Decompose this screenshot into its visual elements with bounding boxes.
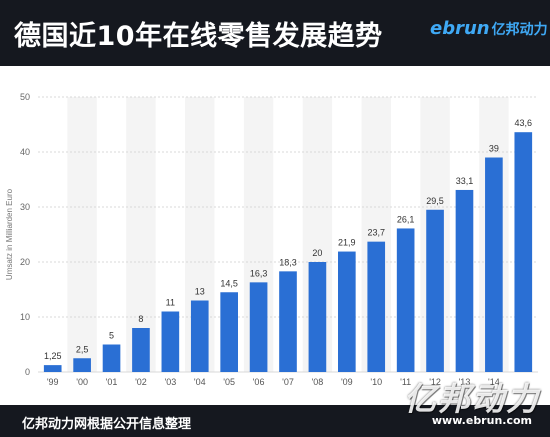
x-tick-label: '02: [135, 377, 147, 387]
y-axis-label: Umsatz in Milliarden Euro: [5, 188, 14, 280]
x-tick-label: '05: [223, 377, 235, 387]
x-tick-label: '09: [341, 377, 353, 387]
bar: [455, 189, 474, 372]
footer-source-note: 亿邦动力网根据公开信息整理: [22, 417, 192, 432]
footer-url: www.ebrun.com: [431, 414, 532, 427]
brand-name-en: ebrun: [430, 18, 490, 39]
bar-value-label: 20: [312, 248, 322, 258]
bar-value-label: 11: [166, 298, 175, 308]
bar: [308, 262, 327, 372]
bar-value-label: 5: [109, 331, 114, 341]
bar-value-label: 21,9: [338, 238, 356, 248]
bar-value-label: 43,6: [515, 118, 533, 128]
bar-value-label: 23,7: [367, 228, 385, 238]
bar-value-label: 26,1: [397, 214, 415, 224]
x-tick-label: '04: [194, 377, 206, 387]
bar-value-label: 14,5: [220, 278, 238, 288]
x-tick-label: '01: [106, 377, 118, 387]
x-tick-label: '08: [312, 377, 324, 387]
x-tick-label: '99: [47, 377, 59, 387]
y-tick-label: 30: [20, 202, 30, 212]
x-tick-label: '06: [253, 377, 265, 387]
bar-value-label: 29,5: [426, 196, 444, 206]
y-tick-label: 40: [20, 147, 30, 157]
bar: [514, 132, 533, 372]
x-tick-label: '13: [459, 377, 471, 387]
bar-value-label: 1,25: [44, 351, 62, 361]
bar: [367, 241, 386, 372]
plot-stripe: [126, 97, 156, 372]
bar: [190, 300, 209, 372]
bar-value-label: 8: [138, 314, 143, 324]
y-tick-label: 50: [20, 92, 30, 102]
header-bar: 德国近10年在线零售发展趋势 ebrun 亿邦动力: [0, 0, 550, 66]
page-title: 德国近10年在线零售发展趋势: [14, 21, 383, 52]
footer-bar: 亿邦动力网根据公开信息整理 www.ebrun.com: [0, 405, 550, 437]
y-tick-label: 0: [25, 367, 30, 377]
bar: [43, 365, 62, 372]
bar-value-label: 2,5: [76, 344, 89, 354]
bar: [485, 157, 503, 372]
bar: [220, 292, 238, 372]
brand-name-cn: 亿邦动力: [491, 22, 548, 38]
x-tick-label: '12: [429, 377, 441, 387]
x-tick-label: '10: [370, 377, 382, 387]
plot-stripe: [67, 97, 97, 372]
x-tick-label: '03: [164, 377, 176, 387]
bar: [73, 358, 91, 372]
bar: [249, 282, 268, 372]
bar: [426, 209, 444, 372]
x-tick-label: '00: [76, 377, 88, 387]
bar-value-label: 13: [195, 287, 205, 297]
x-tick-label: '14: [488, 377, 500, 387]
brand-logo: ebrun 亿邦动力: [430, 18, 548, 44]
bar: [338, 251, 356, 372]
bar: [132, 328, 150, 372]
watermark: 亿邦动力: [404, 380, 541, 418]
bar-value-label: 33,1: [456, 176, 474, 186]
bar-value-label: 16,3: [250, 268, 268, 278]
bar-chart: 0 10 20 30 40 50 Umsatz in Milliarden Euro 1,25…: [5, 92, 538, 387]
bar: [161, 311, 180, 372]
bar: [102, 344, 121, 372]
bar: [279, 271, 297, 372]
x-tick-label: '07: [282, 377, 294, 387]
bar: [396, 228, 415, 372]
y-tick-label: 10: [20, 312, 30, 322]
bar-value-label: 18,3: [279, 257, 297, 267]
x-tick-label: '11: [400, 377, 411, 387]
y-tick-label: 20: [20, 257, 30, 267]
bar-value-label: 39: [489, 144, 499, 154]
